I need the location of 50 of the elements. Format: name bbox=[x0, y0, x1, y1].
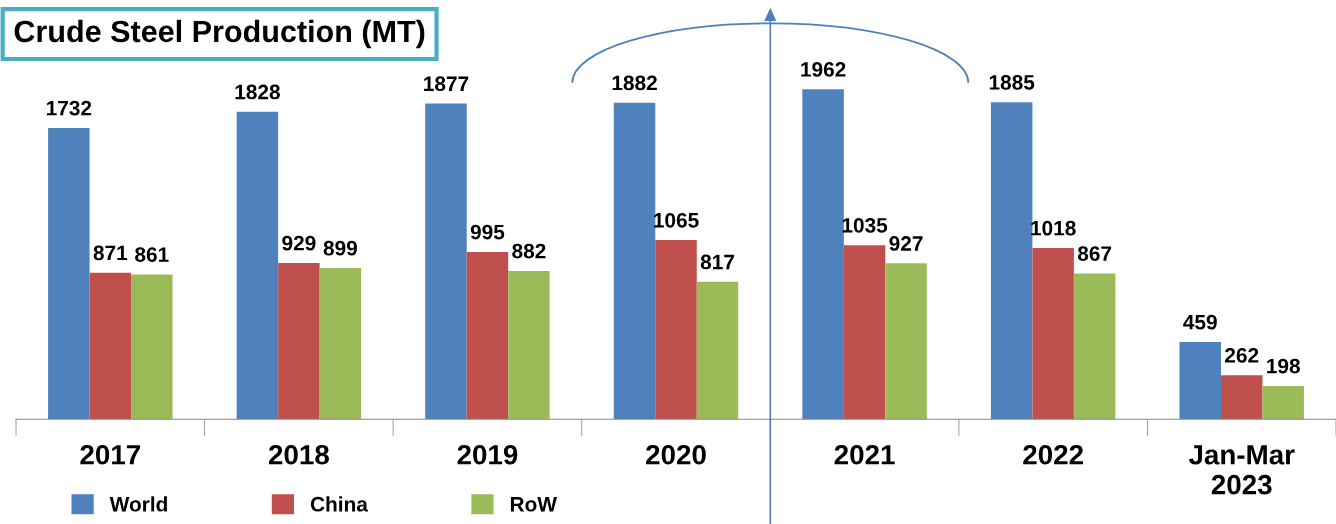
data-label: 882 bbox=[512, 243, 546, 259]
data-label: 871 bbox=[93, 245, 128, 261]
data-label: 1732 bbox=[46, 100, 92, 116]
data-label: 1877 bbox=[424, 76, 469, 92]
bar bbox=[655, 240, 697, 420]
bar bbox=[48, 127, 90, 420]
data-label: 198 bbox=[1267, 358, 1300, 374]
x-tick-label: 2020 bbox=[646, 444, 706, 465]
bar bbox=[278, 262, 320, 420]
data-label: 262 bbox=[1225, 347, 1259, 363]
legend-label: RoW bbox=[510, 497, 557, 512]
x-tick-label: 2021 bbox=[834, 444, 895, 465]
bar bbox=[1262, 385, 1304, 420]
data-label: 1828 bbox=[235, 84, 280, 100]
data-label: 817 bbox=[700, 254, 734, 270]
chart-title: Crude Steel Production (MT) bbox=[14, 19, 425, 49]
bar bbox=[613, 102, 656, 420]
data-label: 1882 bbox=[612, 75, 657, 91]
data-label: 1962 bbox=[801, 62, 846, 77]
bar bbox=[425, 103, 467, 420]
bar bbox=[508, 270, 550, 420]
data-label: 1885 bbox=[989, 75, 1035, 90]
bar bbox=[843, 245, 886, 420]
data-label: 927 bbox=[889, 236, 923, 251]
bar bbox=[1220, 375, 1263, 420]
legend-label: China bbox=[310, 496, 369, 512]
bar bbox=[696, 281, 739, 420]
data-label: 867 bbox=[1077, 246, 1112, 261]
x-tick-label: 2019 bbox=[457, 444, 518, 465]
data-label: 995 bbox=[470, 224, 505, 240]
bar bbox=[990, 102, 1033, 420]
bar bbox=[319, 268, 362, 420]
x-tick-label: 2017 bbox=[80, 444, 140, 465]
data-label: 899 bbox=[323, 240, 357, 256]
x-tick-label: 2018 bbox=[268, 444, 329, 465]
data-label: 929 bbox=[282, 235, 316, 251]
bar bbox=[1032, 248, 1074, 420]
bar bbox=[131, 274, 173, 420]
x-tick-label: Jan-Mar 2023 bbox=[1188, 445, 1295, 495]
bar bbox=[802, 89, 844, 420]
data-label: 459 bbox=[1183, 314, 1217, 330]
bar bbox=[1073, 273, 1116, 420]
bar bbox=[466, 251, 509, 420]
bar bbox=[236, 111, 279, 420]
bar bbox=[89, 272, 132, 420]
legend-label: World bbox=[109, 496, 167, 512]
x-tick-label: 2022 bbox=[1023, 444, 1083, 465]
data-label: 861 bbox=[135, 247, 169, 262]
bar bbox=[885, 263, 927, 420]
bar bbox=[1179, 342, 1221, 420]
